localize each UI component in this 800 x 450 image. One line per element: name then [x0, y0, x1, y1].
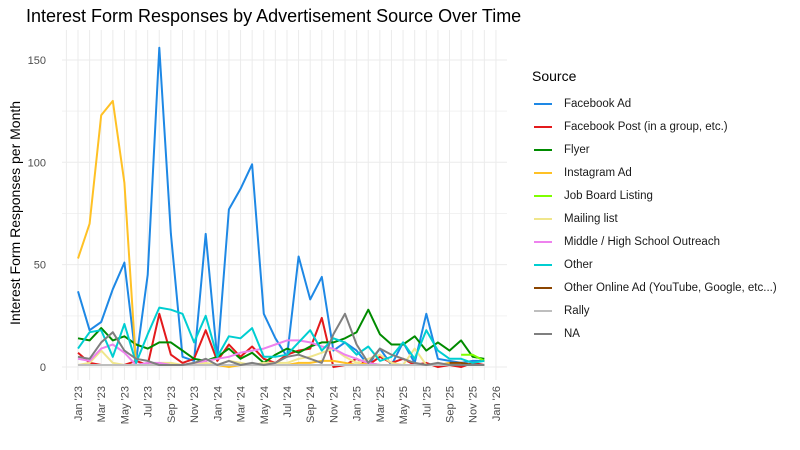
legend-title: Source: [532, 68, 577, 84]
x-axis-ticks: Jan '23 Mar '23 May '23 Jul '23 Sep '23 Nov '…: [73, 386, 503, 424]
legend-label: Facebook Ad: [564, 97, 632, 110]
x-tick-label: Nov '25: [468, 386, 480, 423]
legend-label: Instagram Ad: [564, 166, 632, 179]
x-tick-label: Nov '23: [189, 386, 201, 423]
legend-item: Middle / High School Outreach: [532, 230, 777, 253]
x-tick-label: Sep '24: [305, 386, 317, 423]
x-tick-label: Mar '24: [236, 386, 248, 422]
series-line: [461, 353, 485, 362]
legend-label: Job Board Listing: [564, 189, 653, 202]
legend-label: Other Online Ad (YouTube, Google, etc...…: [564, 281, 777, 294]
legend-item: Other: [532, 253, 777, 276]
legend-key-line-icon: [534, 102, 552, 105]
x-tick-label: Jul '25: [421, 386, 433, 417]
legend-item: Rally: [532, 299, 777, 322]
legend-key-line-icon: [534, 217, 552, 220]
series-line: [77, 339, 381, 366]
x-tick-label: Jan '23: [73, 386, 85, 421]
y-axis-title: Interest Form Responses per Month: [7, 101, 23, 325]
x-tick-label: Sep '23: [166, 386, 178, 423]
chart-title: Interest Form Responses by Advertisement…: [26, 6, 522, 26]
x-tick-label: Nov '24: [328, 386, 340, 423]
legend-label: Rally: [564, 304, 590, 317]
series-na: [77, 312, 485, 366]
x-tick-label: Jul '24: [282, 386, 294, 417]
x-tick-label: Jul '23: [143, 386, 155, 417]
legend-key-line-icon: [534, 125, 552, 128]
legend-label: Middle / High School Outreach: [564, 235, 720, 248]
y-tick-label: 0: [40, 362, 46, 374]
x-tick-label: Mar '23: [96, 386, 108, 422]
legend-item: Facebook Ad: [532, 92, 777, 115]
legend-key-line-icon: [534, 263, 552, 266]
series-line: [77, 306, 485, 364]
legend-key-line-icon: [534, 148, 552, 151]
legend-item: Instagram Ad: [532, 161, 777, 184]
y-axis-ticks: 0 50 100 150: [28, 55, 46, 374]
y-tick-label: 100: [28, 157, 46, 169]
grid-major: [62, 30, 507, 380]
legend-key-line-icon: [534, 171, 552, 174]
y-tick-label: 150: [28, 55, 46, 67]
x-tick-label: Jan '24: [212, 386, 224, 421]
legend-key-line-icon: [534, 194, 552, 197]
legend-item: Facebook Post (in a group, etc.): [532, 115, 777, 138]
x-tick-label: Sep '25: [445, 386, 457, 423]
legend-key-line-icon: [534, 240, 552, 243]
x-tick-label: Jan '26: [491, 386, 503, 421]
legend-key-line-icon: [534, 332, 552, 335]
series-line: [77, 312, 485, 366]
series-middle-high-school-outreach: [77, 339, 381, 366]
legend-label: Flyer: [564, 143, 590, 156]
legend-key-line-icon: [534, 286, 552, 289]
legend-item: Flyer: [532, 138, 777, 161]
x-tick-label: May '23: [119, 386, 131, 424]
legend-label: NA: [564, 327, 580, 340]
x-tick-label: Mar '25: [375, 386, 387, 422]
x-tick-label: May '25: [398, 386, 410, 424]
x-tick-label: Jan '25: [352, 386, 364, 421]
legend-label: Other: [564, 258, 593, 271]
y-tick-label: 50: [34, 260, 46, 272]
legend-item: Other Online Ad (YouTube, Google, etc...…: [532, 276, 777, 299]
x-tick-label: May '24: [259, 386, 271, 424]
series-other: [77, 306, 485, 364]
plot-panel: [62, 30, 507, 380]
legend-item: NA: [532, 322, 777, 345]
legend-label: Mailing list: [564, 212, 618, 225]
series-lines: [77, 46, 485, 368]
legend-key-line-icon: [534, 309, 552, 312]
series-job-board-listing: [461, 353, 485, 362]
legend-label: Facebook Post (in a group, etc.): [564, 120, 728, 133]
legend-item: Mailing list: [532, 207, 777, 230]
series-line: [77, 308, 485, 364]
legend: Source Facebook Ad Facebook Post (in a gr…: [532, 68, 777, 345]
series-flyer: [77, 308, 485, 364]
legend-item: Job Board Listing: [532, 184, 777, 207]
